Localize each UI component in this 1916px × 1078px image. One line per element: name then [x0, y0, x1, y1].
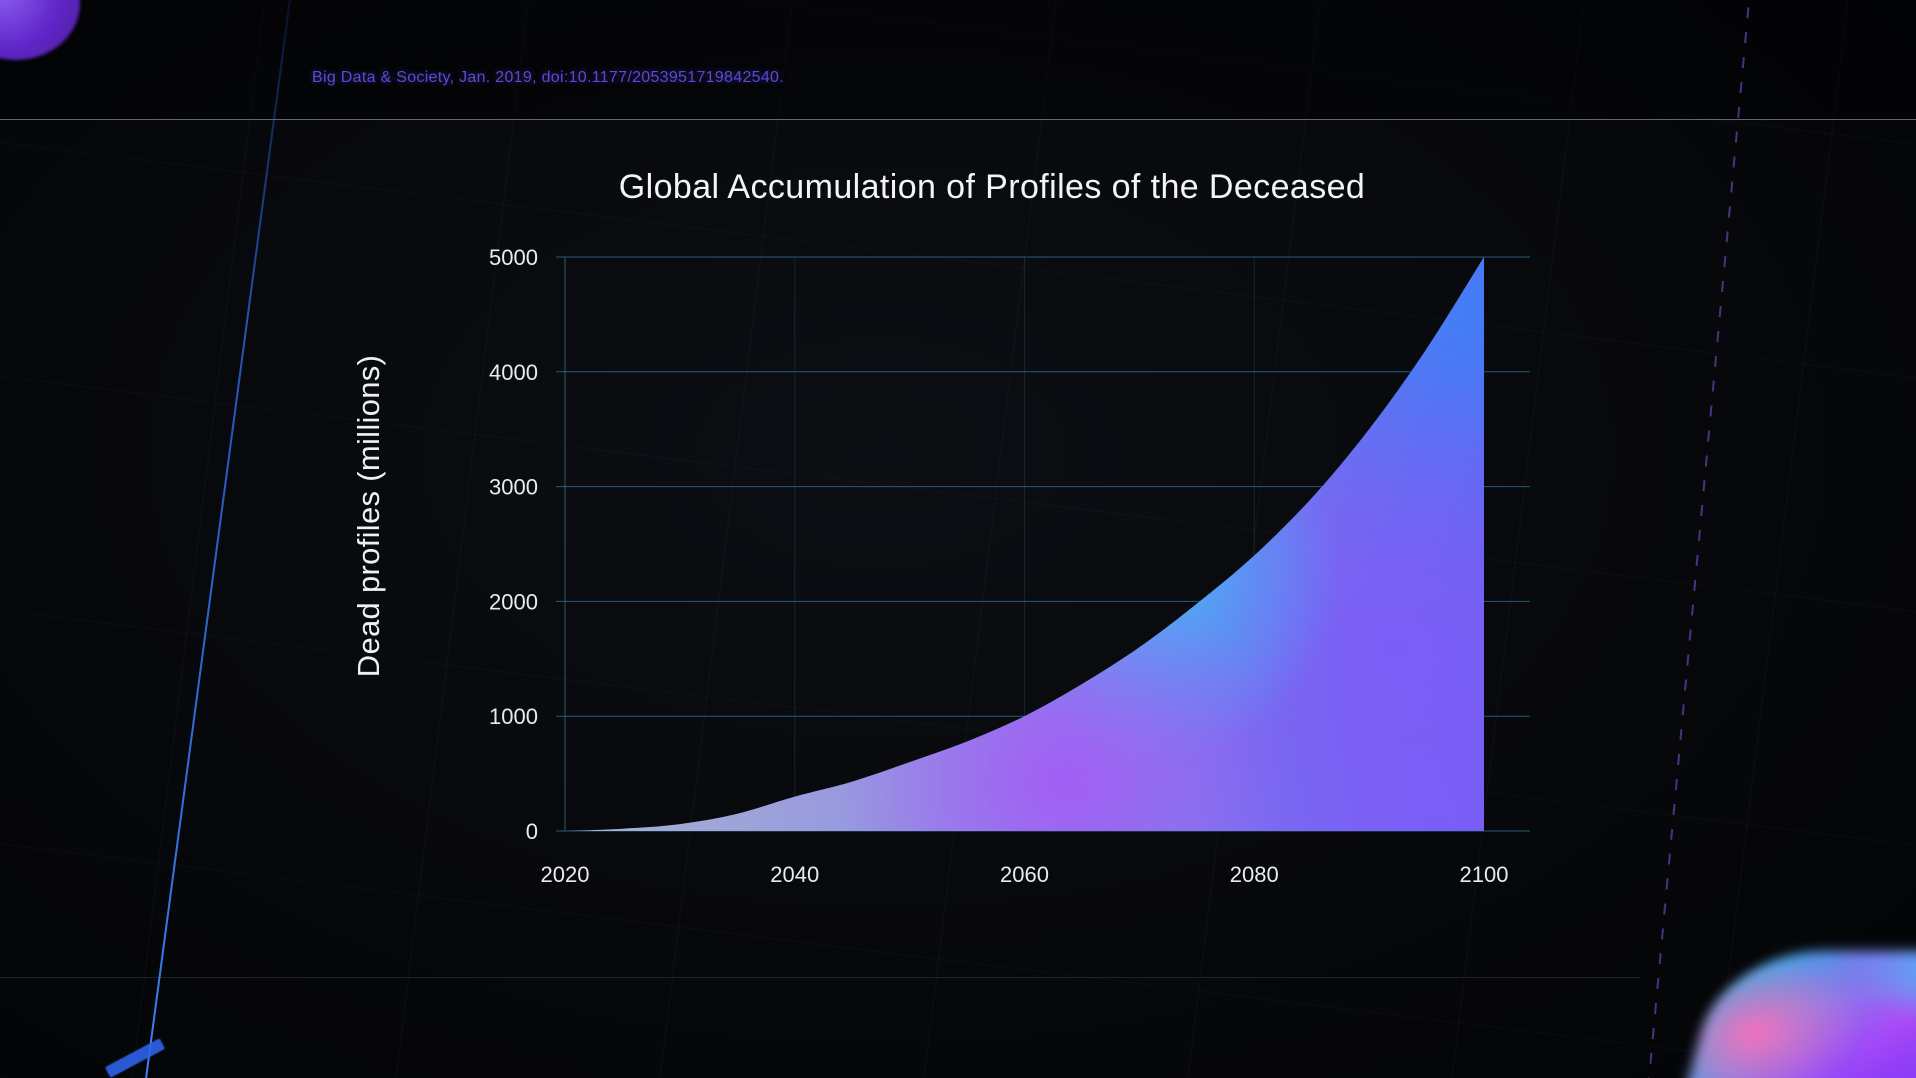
svg-text:3000: 3000 [489, 475, 538, 500]
top-band [0, 0, 1916, 119]
svg-text:1000: 1000 [489, 704, 538, 729]
svg-text:2020: 2020 [541, 862, 590, 887]
svg-text:2060: 2060 [1000, 862, 1049, 887]
svg-text:2040: 2040 [770, 862, 819, 887]
svg-text:2080: 2080 [1230, 862, 1279, 887]
x-tick-labels: 2020 2040 2060 2080 2100 [541, 862, 1509, 887]
chart-title: Global Accumulation of Profiles of the D… [618, 168, 1366, 206]
svg-text:0: 0 [526, 819, 538, 844]
svg-text:5000: 5000 [489, 245, 538, 270]
citation-text: Big Data & Society, Jan. 2019, doi:10.11… [312, 69, 784, 86]
svg-text:2100: 2100 [1460, 862, 1509, 887]
y-tick-labels: 0 1000 2000 3000 4000 5000 [489, 245, 538, 844]
svg-text:4000: 4000 [489, 360, 538, 385]
svg-text:2000: 2000 [489, 589, 538, 614]
area-gradient-glows [842, 257, 1484, 831]
bottom-divider [0, 977, 1640, 978]
top-divider [0, 119, 1916, 120]
